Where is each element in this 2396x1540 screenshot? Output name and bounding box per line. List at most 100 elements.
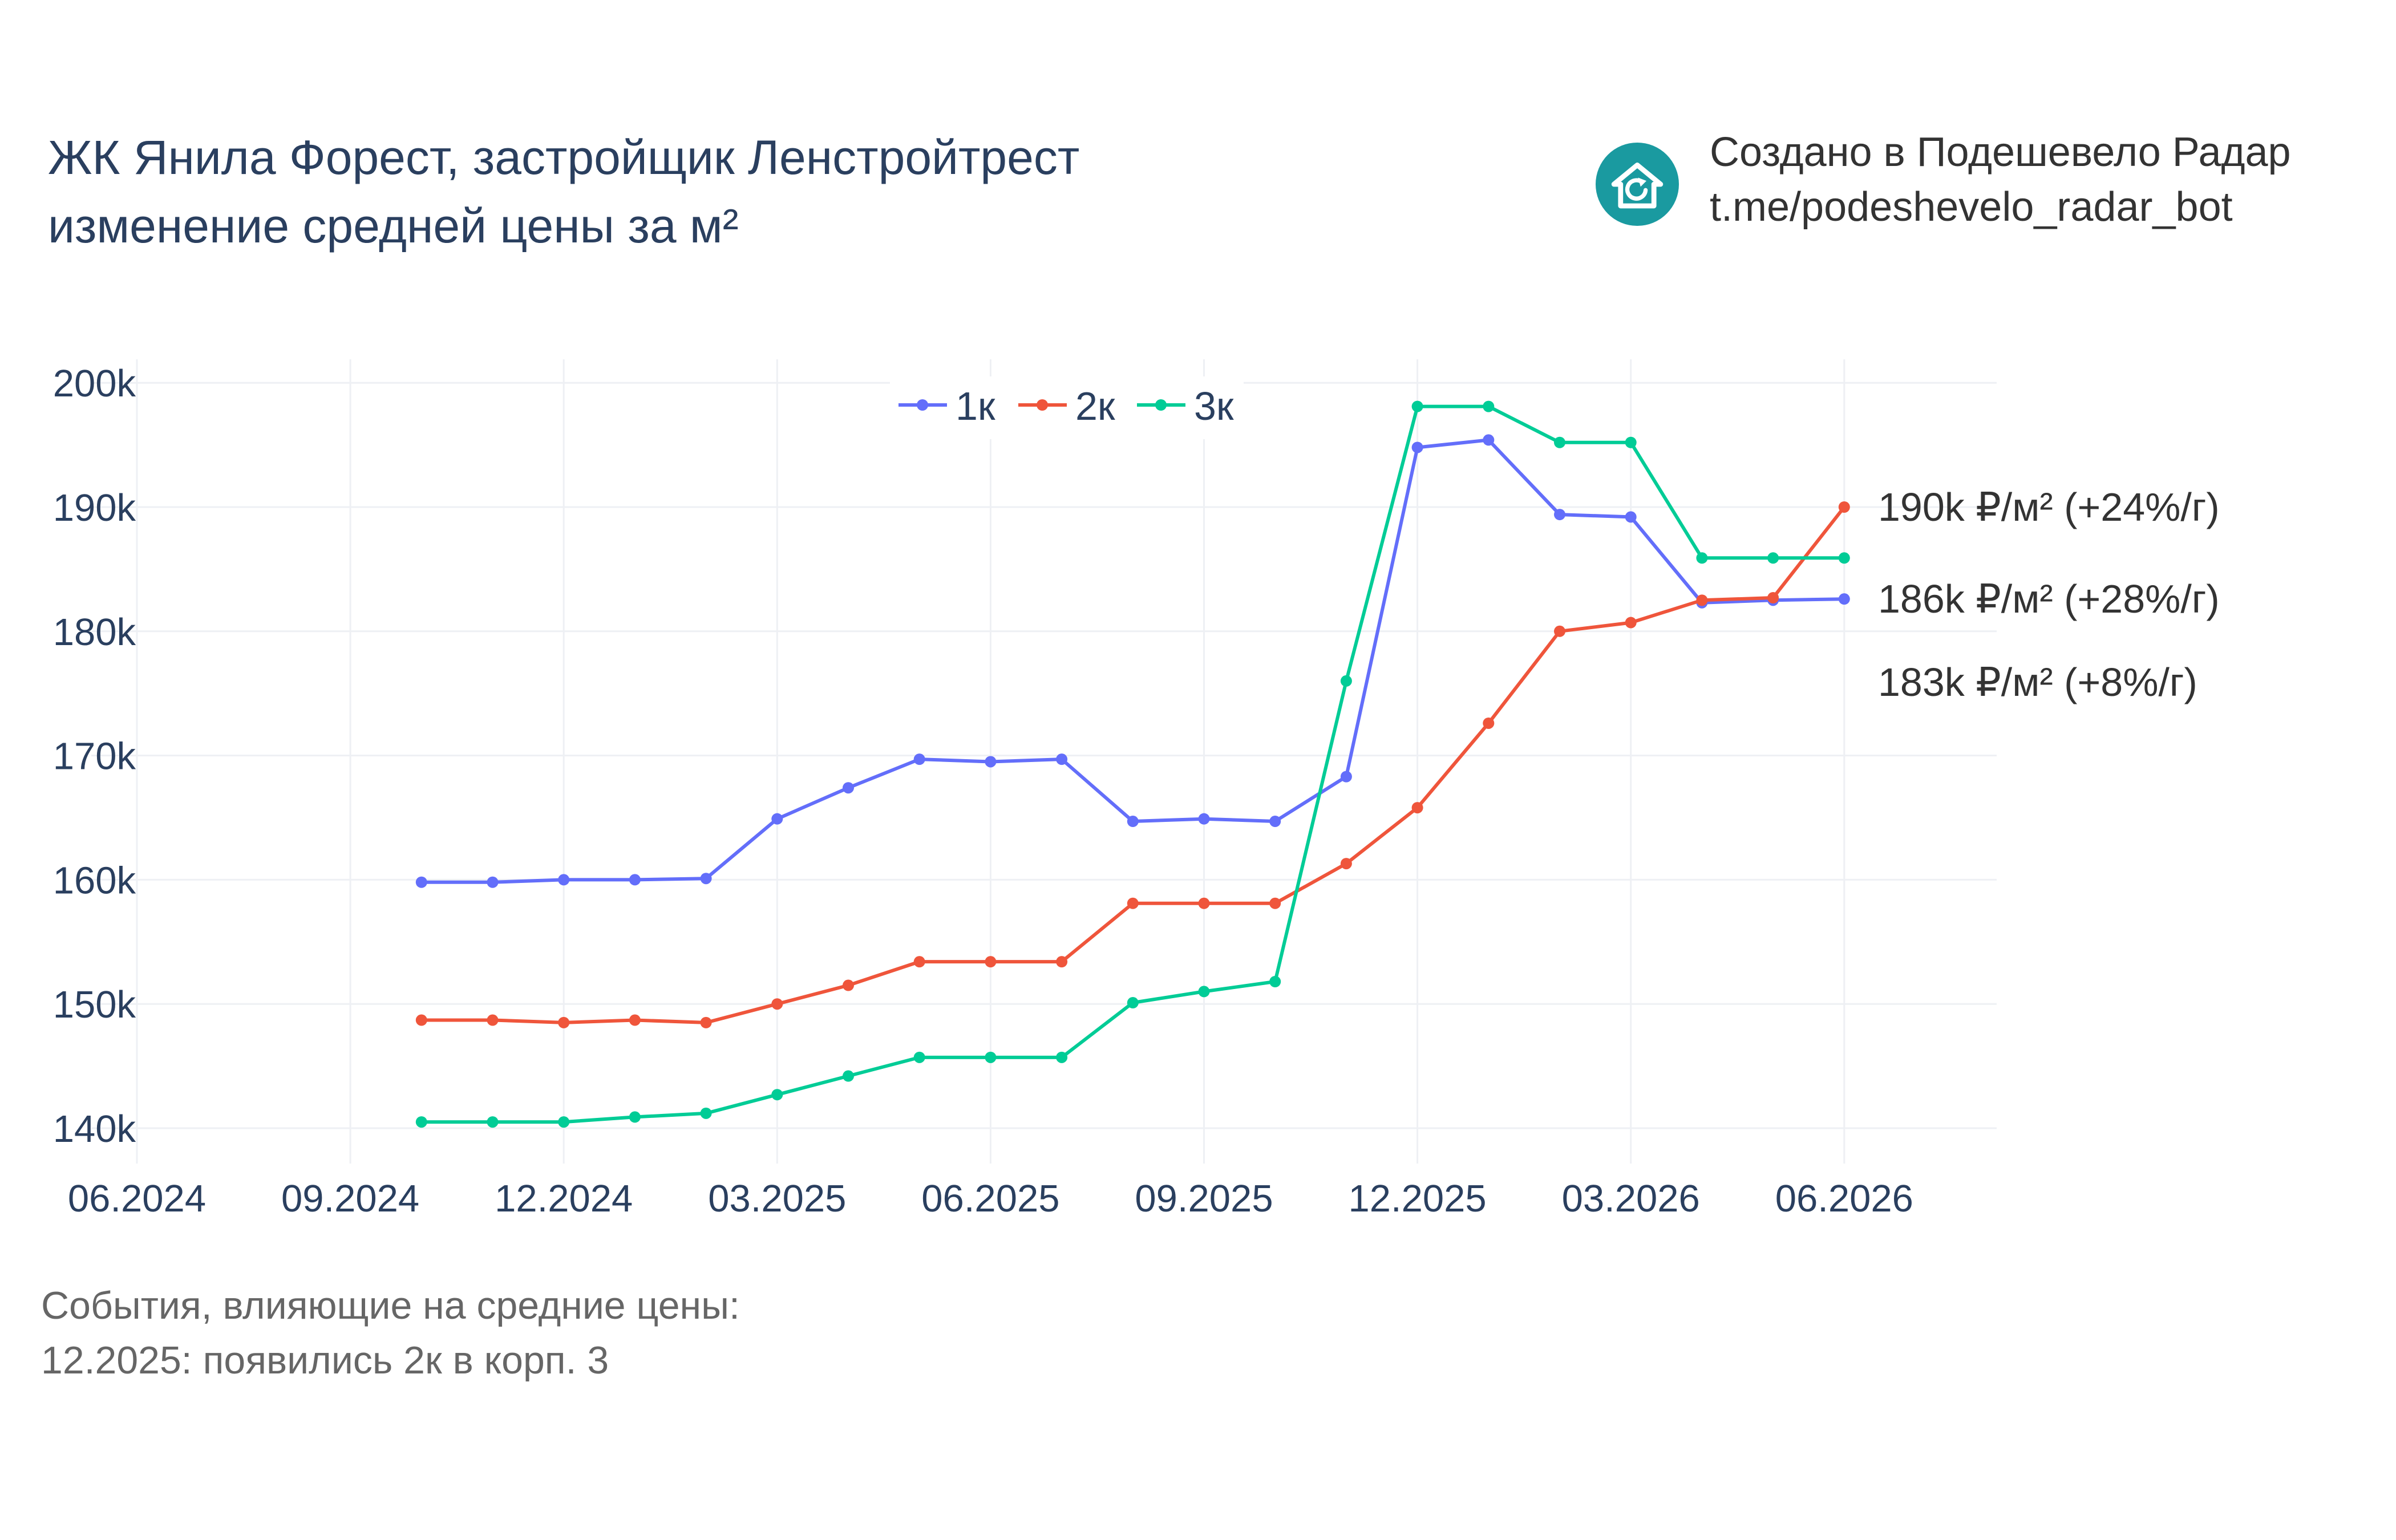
logo-refresh-arrow xyxy=(1638,177,1647,187)
data-point xyxy=(1767,591,1779,603)
y-tick-label: 190k xyxy=(53,487,136,529)
data-point xyxy=(1483,434,1495,446)
data-point xyxy=(985,756,997,768)
data-point xyxy=(1269,897,1281,909)
data-point xyxy=(913,1051,925,1063)
x-tick-label: 06.2024 xyxy=(68,1177,206,1220)
data-point xyxy=(700,1107,712,1119)
y-tick-label: 160k xyxy=(53,859,136,902)
data-point xyxy=(700,873,712,885)
y-axis-tick-labels: 140k 150k 160k 170k 180k 190k 200k xyxy=(53,362,136,1150)
data-point xyxy=(1340,771,1352,783)
event-item: 12.2025: появились 2к в корп. 3 xyxy=(41,1339,609,1382)
data-point xyxy=(487,1014,499,1026)
x-tick-label: 09.2024 xyxy=(281,1177,419,1220)
y-tick-label: 150k xyxy=(53,983,136,1026)
legend-label: 3к xyxy=(1194,384,1234,428)
data-point xyxy=(1554,625,1565,637)
data-point xyxy=(985,956,997,968)
end-value-annotation: 186k ₽/м² (+28%/г) xyxy=(1878,577,2220,621)
data-point xyxy=(1625,617,1637,629)
data-point xyxy=(1838,552,1850,564)
events-heading: События, влияющие на средние цены: xyxy=(41,1284,740,1327)
data-point xyxy=(913,956,925,968)
data-point xyxy=(1554,436,1565,448)
logo-refresh-arc xyxy=(1625,178,1648,201)
logo-house-outline xyxy=(1611,163,1664,209)
data-point xyxy=(1411,400,1423,412)
x-tick-label: 09.2025 xyxy=(1135,1177,1273,1220)
chart-title-line-2: изменение средней цены за м² xyxy=(48,199,739,253)
x-axis-tick-labels: 06.2024 09.2024 12.2024 03.2025 06.2025 09.20… xyxy=(68,1177,1913,1220)
y-tick-label: 140k xyxy=(53,1108,136,1150)
data-point xyxy=(1127,997,1139,1009)
series-3 xyxy=(415,400,1850,1128)
data-point xyxy=(1127,816,1139,828)
legend-item: 1к xyxy=(898,384,995,428)
end-value-annotation: 183k ₽/м² (+8%/г) xyxy=(1878,660,2197,704)
x-tick-label: 03.2025 xyxy=(708,1177,846,1220)
data-point xyxy=(629,1111,641,1123)
series-end-annotations: 190k ₽/м² (+24%/г) 186k ₽/м² (+28%/г) 183k… xyxy=(1878,485,2220,704)
x-tick-label: 03.2026 xyxy=(1562,1177,1700,1220)
legend-item: 2к xyxy=(1018,384,1115,428)
credit-line-1: Создано в Подешевело Радар xyxy=(1710,129,2291,175)
data-point xyxy=(1198,813,1210,825)
legend-label: 2к xyxy=(1075,384,1115,428)
credit-link[interactable]: t.me/podeshevelo_radar_bot xyxy=(1710,184,2233,230)
legend-swatch-dot xyxy=(917,399,928,411)
data-point xyxy=(1554,509,1565,521)
data-point xyxy=(558,1016,570,1028)
data-point xyxy=(1269,816,1281,828)
data-point xyxy=(700,1016,712,1028)
data-point xyxy=(1483,717,1495,729)
data-point xyxy=(1340,858,1352,870)
data-point xyxy=(1625,436,1637,448)
chart-title-line-1: ЖК Янила Форест, застройщик Ленстройтрес… xyxy=(48,131,1080,184)
data-point xyxy=(1198,986,1210,998)
data-point xyxy=(1625,511,1637,523)
data-point xyxy=(843,1070,854,1082)
data-point xyxy=(1198,897,1210,909)
x-tick-label: 12.2025 xyxy=(1348,1177,1486,1220)
data-point xyxy=(843,782,854,794)
legend-label: 1к xyxy=(956,384,995,428)
data-point xyxy=(487,876,499,888)
x-tick-label: 06.2025 xyxy=(921,1177,1059,1220)
data-point xyxy=(771,1089,783,1101)
data-point xyxy=(487,1116,499,1128)
data-point xyxy=(1767,552,1779,564)
legend-background xyxy=(890,376,1244,439)
grid-lines xyxy=(91,359,1997,1164)
house-refresh-icon xyxy=(1596,143,1679,226)
series-lines xyxy=(415,400,1850,1128)
data-point xyxy=(415,1014,427,1026)
data-point xyxy=(1696,552,1708,564)
data-point xyxy=(558,874,570,886)
data-point xyxy=(771,998,783,1010)
data-point xyxy=(629,1014,641,1026)
data-point xyxy=(415,1116,427,1128)
data-point xyxy=(1696,594,1708,606)
data-point xyxy=(1340,675,1352,687)
legend-swatch-dot xyxy=(1155,399,1167,411)
x-tick-label: 12.2024 xyxy=(495,1177,633,1220)
logo-circle xyxy=(1596,143,1679,226)
data-point xyxy=(1056,1051,1068,1063)
data-point xyxy=(558,1116,570,1128)
legend-item: 3к xyxy=(1137,384,1234,428)
data-point xyxy=(1411,441,1423,453)
series-2 xyxy=(415,501,1850,1028)
legend-swatch-dot xyxy=(1037,399,1048,411)
data-point xyxy=(1838,593,1850,605)
data-point xyxy=(843,979,854,991)
data-point xyxy=(1056,753,1068,765)
data-point xyxy=(415,876,427,888)
end-value-annotation: 190k ₽/м² (+24%/г) xyxy=(1878,485,2220,529)
data-point xyxy=(1483,400,1495,412)
y-tick-label: 200k xyxy=(53,362,136,405)
data-point xyxy=(629,874,641,886)
data-point xyxy=(1127,897,1139,909)
series-1 xyxy=(415,434,1850,888)
